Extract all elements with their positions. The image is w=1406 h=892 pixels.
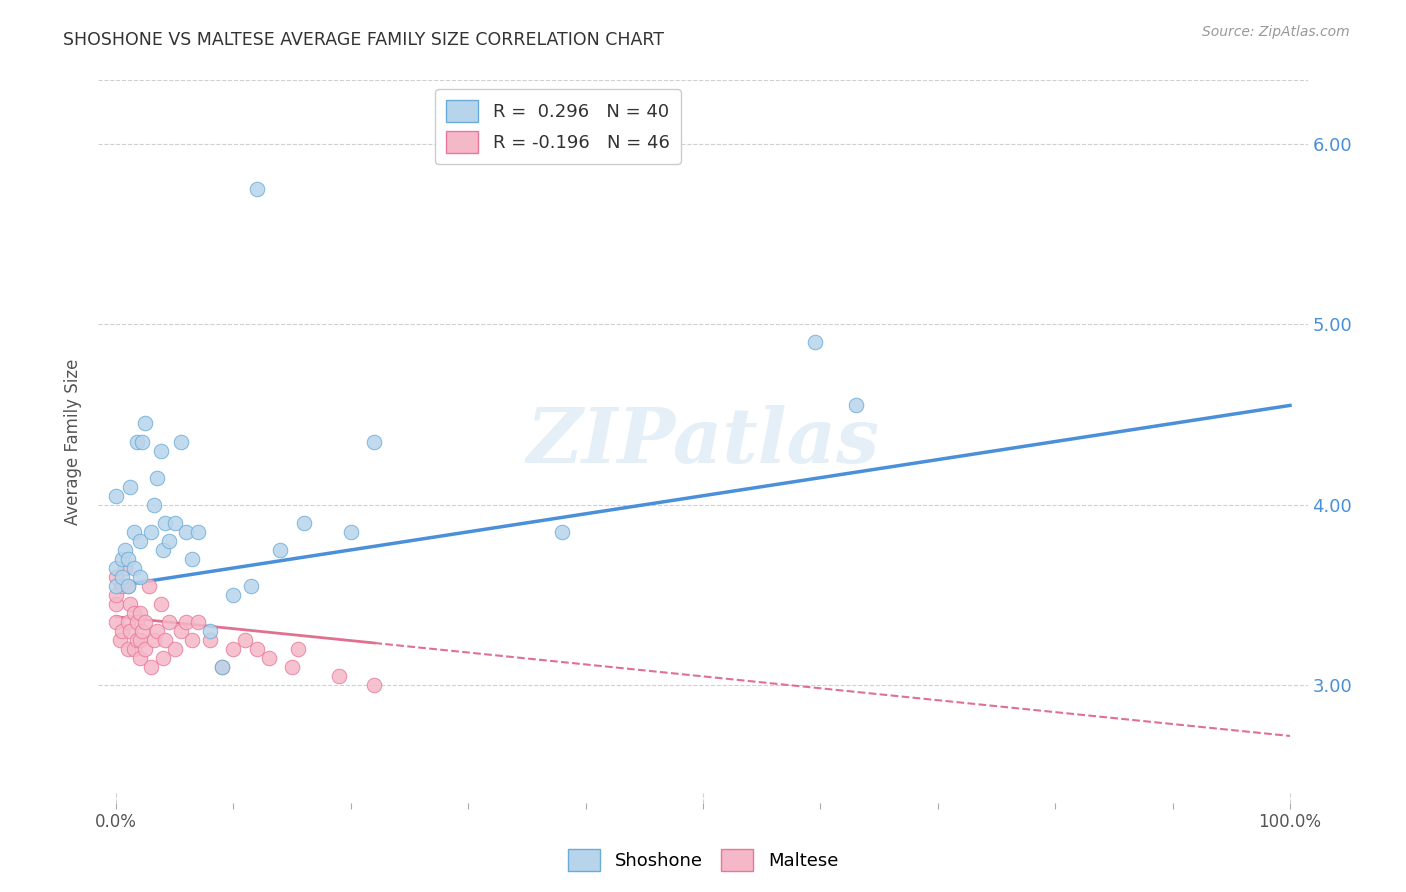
Point [181,552,204,566]
Point [246,181,269,195]
Point [111,570,134,584]
Point [105,561,128,575]
Point [269,542,291,557]
Point [105,588,128,602]
Point [146,624,169,639]
Point [142,498,165,512]
Point [105,570,128,584]
Y-axis label: Average Family Size: Average Family Size [65,359,83,524]
Point [187,524,209,539]
Point [363,678,385,692]
Point [211,660,233,674]
Point [246,642,269,657]
Point [131,624,153,639]
Point [111,579,134,593]
Point [122,642,145,657]
Point [198,633,221,648]
Point [281,660,304,674]
Point [287,642,309,657]
Point [122,524,145,539]
Point [146,470,169,484]
Point [120,480,142,494]
Point [122,561,145,575]
Point [211,660,233,674]
Point [222,588,245,602]
Point [198,624,221,639]
Point [117,642,139,657]
Point [157,533,180,548]
Point [340,524,363,539]
Point [363,434,385,449]
Point [163,642,186,657]
Point [108,633,131,648]
Text: ZIPatlas: ZIPatlas [526,405,880,478]
Legend: R =  0.296   N = 40, R = -0.196   N = 46: R = 0.296 N = 40, R = -0.196 N = 46 [436,89,681,164]
Point [181,633,204,648]
Point [176,615,198,630]
Point [149,597,172,611]
Legend: Shoshone, Maltese: Shoshone, Maltese [561,842,845,879]
Point [105,615,128,630]
Point [105,597,128,611]
Point [114,542,136,557]
Point [257,651,280,665]
Point [128,570,150,584]
Point [169,624,191,639]
Point [122,606,145,620]
Point [187,615,209,630]
Point [233,633,256,648]
Point [845,398,868,412]
Point [176,524,198,539]
Point [292,516,315,530]
Text: SHOSHONE VS MALTESE AVERAGE FAMILY SIZE CORRELATION CHART: SHOSHONE VS MALTESE AVERAGE FAMILY SIZE … [63,31,664,49]
Point [120,624,142,639]
Point [141,524,163,539]
Point [222,642,245,657]
Point [142,633,165,648]
Point [120,597,142,611]
Point [127,434,149,449]
Point [551,524,574,539]
Point [134,642,156,657]
Point [111,552,134,566]
Point [240,579,263,593]
Point [149,443,172,458]
Point [138,579,160,593]
Text: Source: ZipAtlas.com: Source: ZipAtlas.com [1202,25,1350,39]
Point [157,615,180,630]
Point [117,579,139,593]
Point [117,615,139,630]
Point [117,552,139,566]
Point [127,615,149,630]
Point [134,417,156,431]
Point [169,434,191,449]
Point [117,579,139,593]
Point [105,579,128,593]
Point [152,651,174,665]
Point [105,489,128,503]
Point [131,434,153,449]
Point [152,542,174,557]
Point [134,615,156,630]
Point [128,533,150,548]
Point [128,633,150,648]
Point [328,669,350,683]
Point [155,633,177,648]
Point [155,516,177,530]
Point [111,624,134,639]
Point [141,660,163,674]
Point [128,651,150,665]
Point [803,335,825,350]
Point [163,516,186,530]
Point [114,561,136,575]
Point [127,633,149,648]
Point [128,606,150,620]
